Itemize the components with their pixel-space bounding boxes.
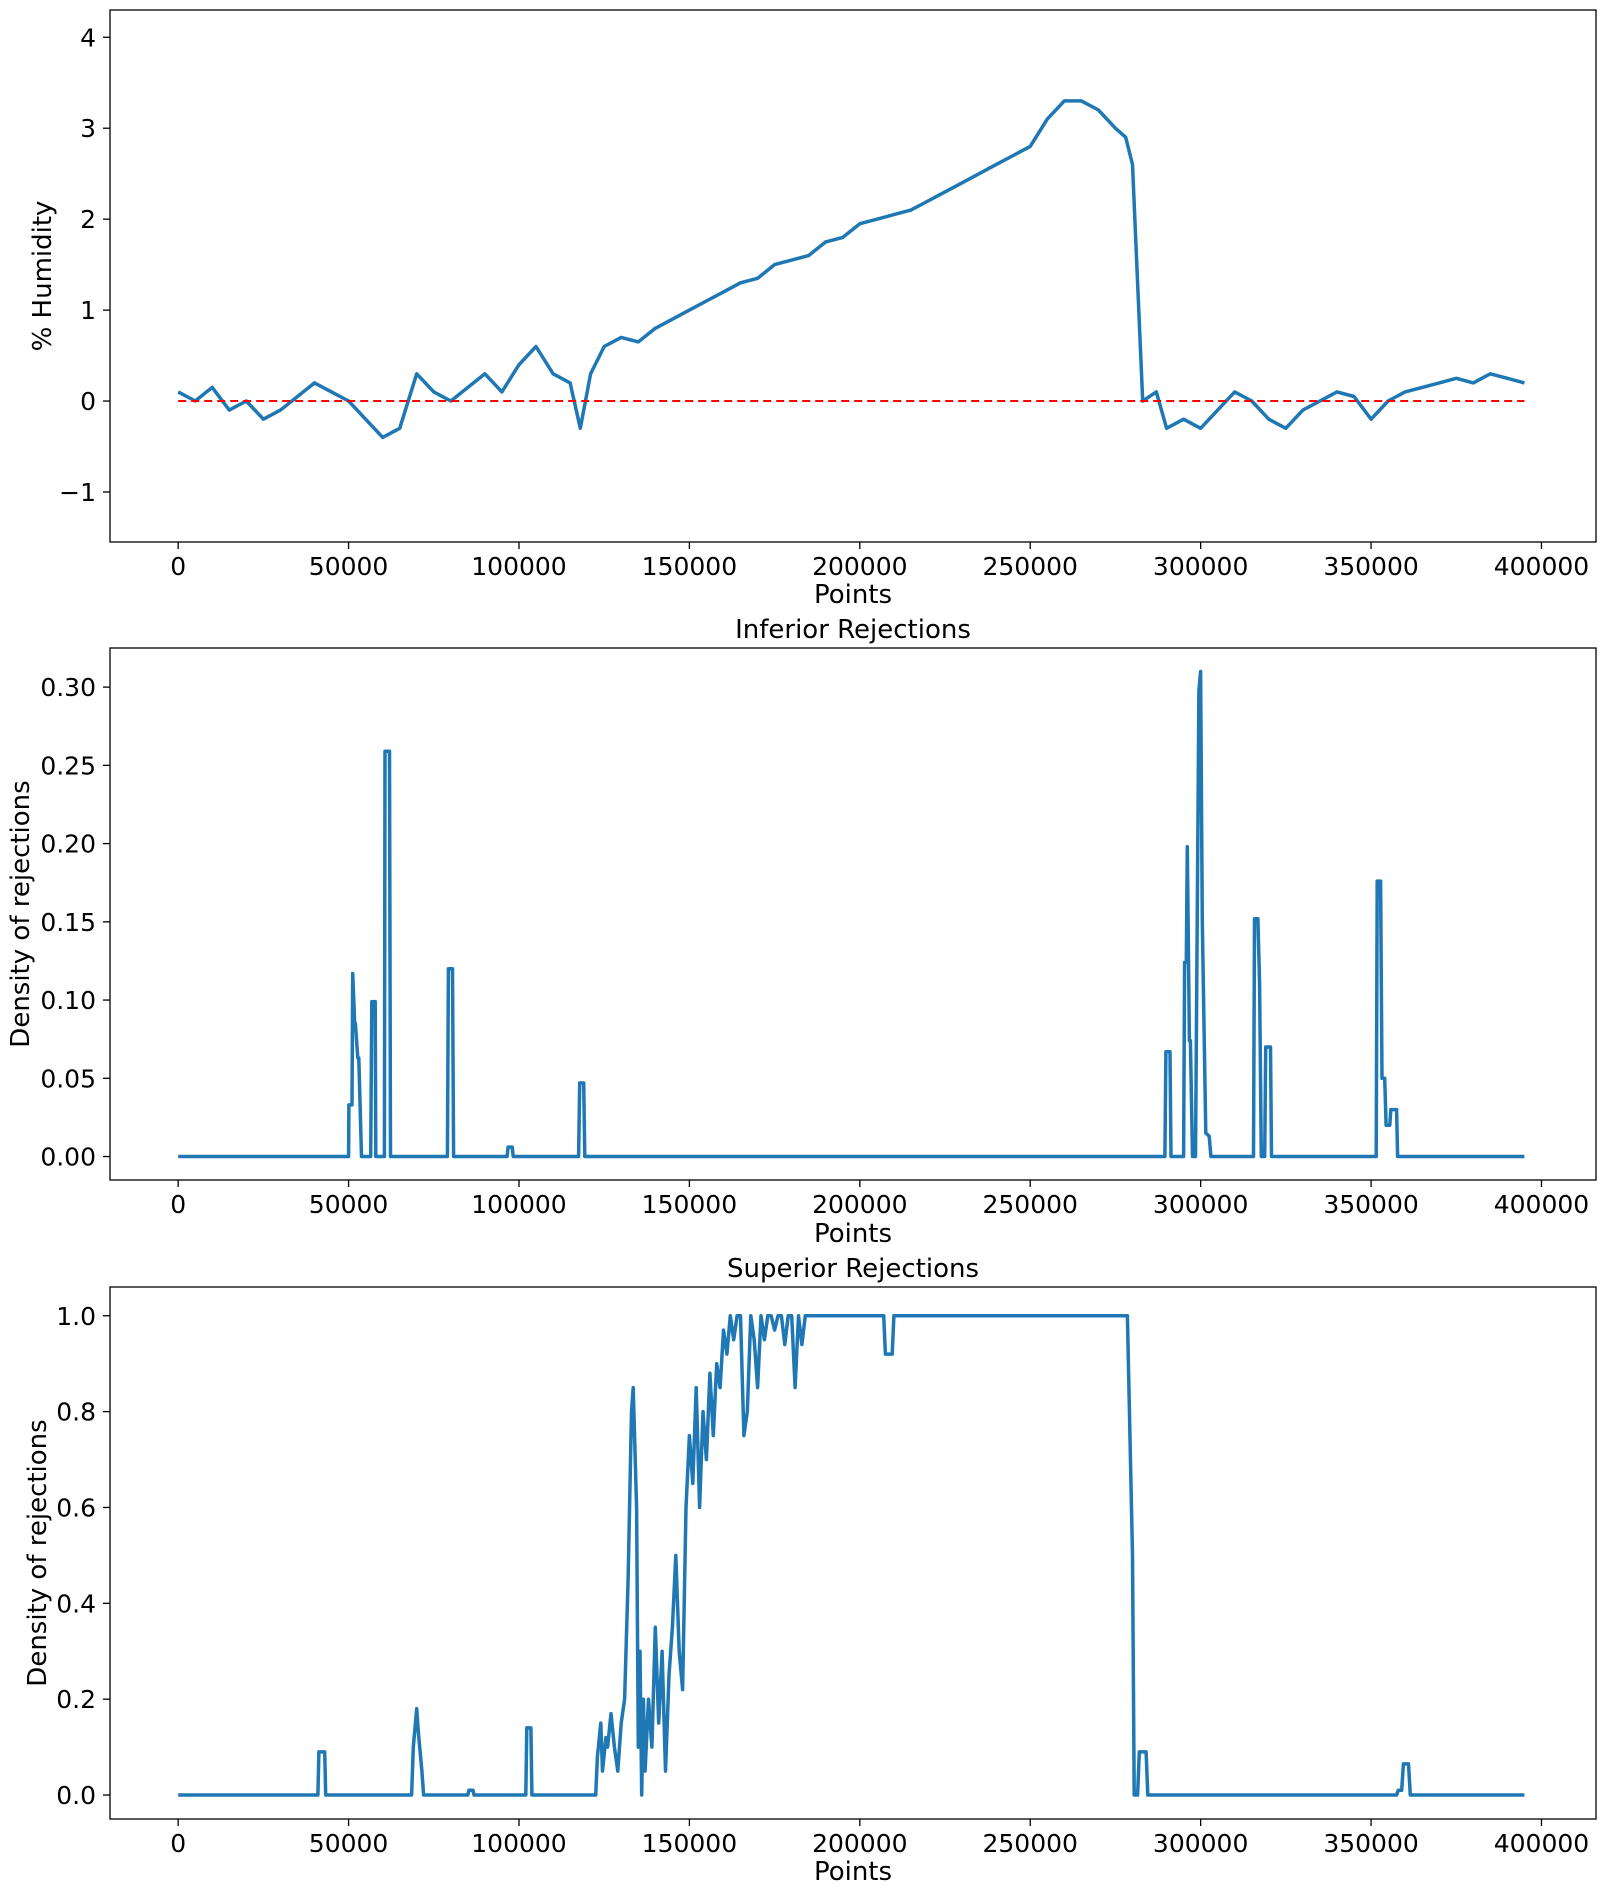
superior-xtick-label: 200000 bbox=[812, 1829, 907, 1858]
inferior-panel: Inferior Rejections Points Density of re… bbox=[6, 615, 1597, 1249]
inferior-ylabel: Density of rejections bbox=[6, 780, 36, 1047]
superior-xtick-label: 350000 bbox=[1323, 1829, 1418, 1858]
superior-ytick-label: 0.6 bbox=[56, 1493, 96, 1522]
inferior-ytick-label: 0.00 bbox=[40, 1143, 96, 1172]
superior-panel: Superior Rejections Points Density of re… bbox=[23, 1254, 1597, 1887]
humidity-ytick-label: −1 bbox=[59, 478, 96, 507]
superior-xtick-label: 0 bbox=[170, 1829, 186, 1858]
humidity-xtick-label: 400000 bbox=[1494, 552, 1589, 581]
superior-xtick-label: 400000 bbox=[1494, 1829, 1589, 1858]
superior-ytick-label: 0.4 bbox=[56, 1589, 96, 1618]
inferior-ytick-label: 0.10 bbox=[40, 986, 96, 1015]
inferior-xtick-label: 400000 bbox=[1494, 1190, 1589, 1219]
inferior-title: Inferior Rejections bbox=[735, 615, 971, 645]
inferior-ytick-label: 0.05 bbox=[40, 1064, 96, 1093]
humidity-ytick-label: 3 bbox=[80, 114, 96, 143]
superior-ylabel: Density of rejections bbox=[23, 1419, 53, 1686]
inferior-xtick-label: 50000 bbox=[309, 1190, 389, 1219]
inferior-xlabel: Points bbox=[814, 1219, 892, 1249]
superior-ytick-label: 0.0 bbox=[56, 1781, 96, 1810]
superior-xtick-label: 250000 bbox=[983, 1829, 1078, 1858]
humidity-series-humidity bbox=[177, 99, 1525, 440]
humidity-ytick-label: 0 bbox=[80, 387, 96, 416]
superior-xtick-label: 100000 bbox=[471, 1829, 566, 1858]
humidity-xtick-label: 300000 bbox=[1153, 552, 1248, 581]
humidity-xtick-label: 150000 bbox=[642, 552, 737, 581]
humidity-xtick-label: 350000 bbox=[1323, 552, 1418, 581]
humidity-ylabel: % Humidity bbox=[28, 201, 58, 352]
superior-xtick-label: 50000 bbox=[309, 1829, 389, 1858]
humidity-axes-frame bbox=[109, 9, 1597, 543]
humidity-xtick-label: 250000 bbox=[983, 552, 1078, 581]
inferior-xtick-label: 200000 bbox=[812, 1190, 907, 1219]
humidity-xtick-label: 50000 bbox=[309, 552, 389, 581]
inferior-axes-frame bbox=[109, 647, 1597, 1181]
superior-series-superior bbox=[178, 1314, 1525, 1797]
humidity-ytick-label: 1 bbox=[80, 296, 96, 325]
superior-xtick-label: 150000 bbox=[642, 1829, 737, 1858]
inferior-series-inferior bbox=[178, 669, 1525, 1159]
inferior-ytick-label: 0.20 bbox=[40, 830, 96, 859]
inferior-xtick-label: 150000 bbox=[642, 1190, 737, 1219]
humidity-panel: Points % Humidity 0 50000 100000 150000 2000… bbox=[28, 9, 1597, 610]
inferior-xtick-label: 300000 bbox=[1153, 1190, 1248, 1219]
inferior-ytick-label: 0.25 bbox=[40, 751, 96, 780]
humidity-ytick-label: 2 bbox=[80, 205, 96, 234]
inferior-xtick-label: 350000 bbox=[1323, 1190, 1418, 1219]
humidity-ytick-label: 4 bbox=[80, 23, 96, 52]
inferior-xtick-label: 0 bbox=[170, 1190, 186, 1219]
superior-xlabel: Points bbox=[814, 1857, 892, 1887]
superior-xtick-label: 300000 bbox=[1153, 1829, 1248, 1858]
superior-ytick-label: 0.8 bbox=[56, 1398, 96, 1427]
inferior-ytick-label: 0.30 bbox=[40, 673, 96, 702]
superior-axes-frame bbox=[109, 1286, 1597, 1820]
inferior-xtick-label: 100000 bbox=[471, 1190, 566, 1219]
superior-title: Superior Rejections bbox=[727, 1254, 979, 1284]
inferior-ytick-label: 0.15 bbox=[40, 908, 96, 937]
inferior-xtick-label: 250000 bbox=[983, 1190, 1078, 1219]
humidity-xtick-label: 0 bbox=[170, 552, 186, 581]
superior-ytick-label: 1.0 bbox=[56, 1302, 96, 1331]
humidity-xtick-label: 100000 bbox=[471, 552, 566, 581]
superior-ytick-label: 0.2 bbox=[56, 1685, 96, 1714]
humidity-xtick-label: 200000 bbox=[812, 552, 907, 581]
humidity-xlabel: Points bbox=[814, 580, 892, 610]
